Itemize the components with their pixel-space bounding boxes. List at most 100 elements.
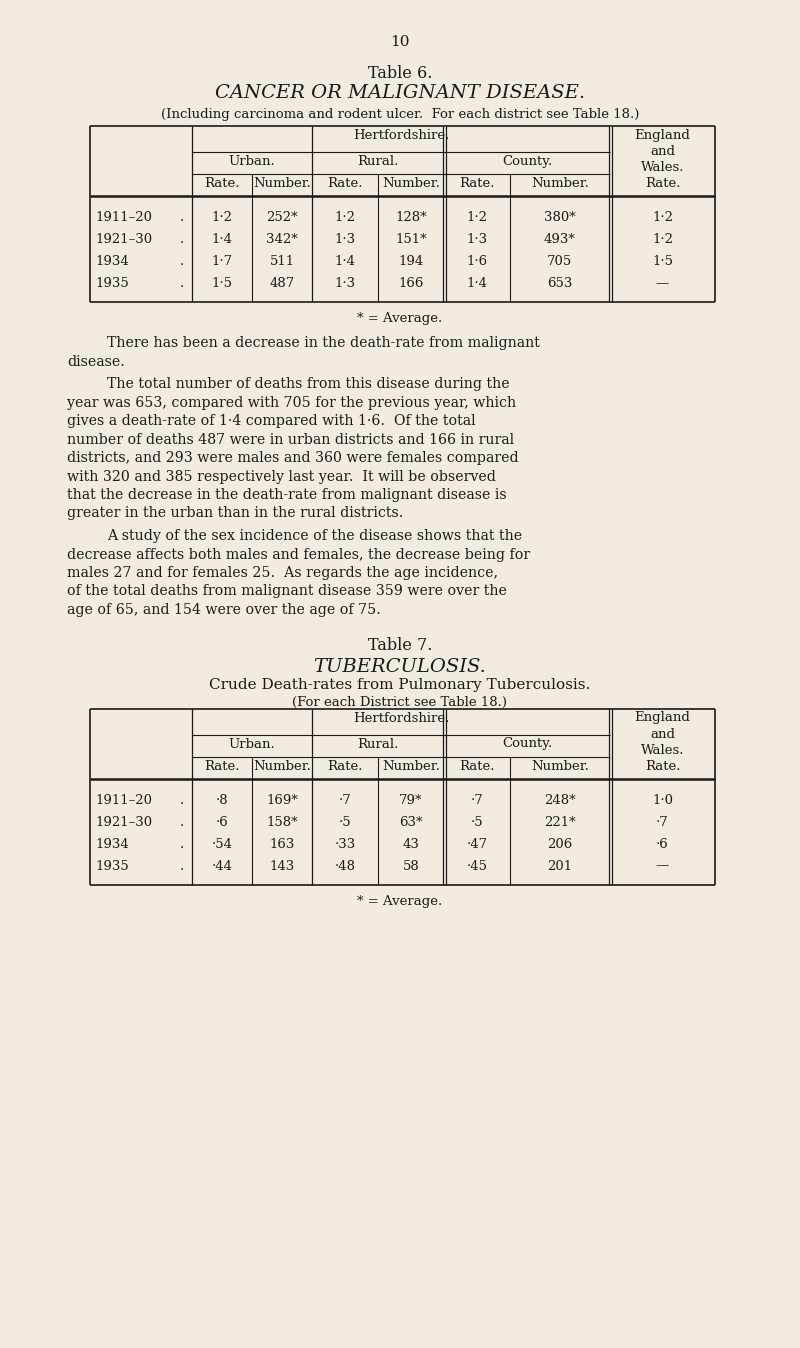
Text: 1921–30: 1921–30 (95, 233, 152, 245)
Text: Rate.: Rate. (327, 759, 362, 772)
Text: County.: County. (502, 737, 552, 751)
Text: 1·5: 1·5 (211, 276, 233, 290)
Text: Crude Death-rates from Pulmonary Tuberculosis.: Crude Death-rates from Pulmonary Tubercu… (210, 678, 590, 692)
Text: Rural.: Rural. (358, 737, 398, 751)
Text: ·5: ·5 (470, 816, 483, 829)
Text: ·54: ·54 (211, 837, 233, 851)
Text: 1·2: 1·2 (652, 233, 673, 245)
Text: Hertfordshire.: Hertfordshire. (353, 129, 449, 142)
Text: 1·7: 1·7 (211, 255, 233, 268)
Text: 79*: 79* (399, 794, 422, 806)
Text: ·8: ·8 (216, 794, 228, 806)
Text: 1·6: 1·6 (466, 255, 487, 268)
Text: ·48: ·48 (334, 860, 355, 872)
Text: 1·2: 1·2 (652, 212, 673, 224)
Text: 1934: 1934 (95, 837, 129, 851)
Text: that the decrease in the death-rate from malignant disease is: that the decrease in the death-rate from… (67, 488, 506, 501)
Text: Rate.: Rate. (459, 177, 494, 190)
Text: males 27 and for females 25.  As regards the age incidence,: males 27 and for females 25. As regards … (67, 566, 498, 580)
Text: Rate.: Rate. (459, 759, 494, 772)
Text: 1·4: 1·4 (211, 233, 233, 245)
Text: (For each District see Table 18.): (For each District see Table 18.) (293, 696, 507, 709)
Text: Number.: Number. (531, 177, 589, 190)
Text: 1·3: 1·3 (334, 276, 355, 290)
Text: * = Average.: * = Average. (358, 895, 442, 907)
Text: 252*: 252* (266, 212, 298, 224)
Text: 143: 143 (270, 860, 294, 872)
Text: CANCER OR MALIGNANT DISEASE.: CANCER OR MALIGNANT DISEASE. (215, 84, 585, 102)
Text: 63*: 63* (399, 816, 422, 829)
Text: 169*: 169* (266, 794, 298, 806)
Text: County.: County. (502, 155, 552, 168)
Text: 201: 201 (547, 860, 573, 872)
Text: England
and
Wales.: England and Wales. (634, 129, 690, 174)
Text: 1·4: 1·4 (466, 276, 487, 290)
Text: 342*: 342* (266, 233, 298, 245)
Text: Number.: Number. (382, 177, 440, 190)
Text: 10: 10 (390, 35, 410, 49)
Text: Hertfordshire.: Hertfordshire. (353, 712, 449, 724)
Text: ·7: ·7 (470, 794, 483, 806)
Text: 487: 487 (270, 276, 294, 290)
Text: 1·2: 1·2 (211, 212, 233, 224)
Text: .: . (180, 860, 184, 872)
Text: Rural.: Rural. (358, 155, 398, 168)
Text: .: . (180, 837, 184, 851)
Text: Urban.: Urban. (229, 155, 275, 168)
Text: 158*: 158* (266, 816, 298, 829)
Text: Number.: Number. (253, 759, 311, 772)
Text: ·7: ·7 (656, 816, 669, 829)
Text: 1·3: 1·3 (466, 233, 487, 245)
Text: .: . (180, 233, 184, 245)
Text: 58: 58 (402, 860, 419, 872)
Text: greater in the urban than in the rural districts.: greater in the urban than in the rural d… (67, 507, 403, 520)
Text: of the total deaths from malignant disease 359 were over the: of the total deaths from malignant disea… (67, 585, 507, 599)
Text: 166: 166 (398, 276, 424, 290)
Text: .: . (180, 794, 184, 806)
Text: ·44: ·44 (211, 860, 233, 872)
Text: Table 6.: Table 6. (368, 65, 432, 82)
Text: Urban.: Urban. (229, 737, 275, 751)
Text: 380*: 380* (544, 212, 576, 224)
Text: TUBERCULOSIS.: TUBERCULOSIS. (314, 658, 486, 675)
Text: 194: 194 (398, 255, 424, 268)
Text: 1911–20: 1911–20 (95, 794, 152, 806)
Text: 221*: 221* (544, 816, 576, 829)
Text: 128*: 128* (395, 212, 427, 224)
Text: Number.: Number. (531, 759, 589, 772)
Text: 163: 163 (270, 837, 294, 851)
Text: Number.: Number. (382, 759, 440, 772)
Text: .: . (180, 255, 184, 268)
Text: ·47: ·47 (466, 837, 487, 851)
Text: The total number of deaths from this disease during the: The total number of deaths from this dis… (107, 377, 510, 391)
Text: —: — (656, 276, 669, 290)
Text: ·45: ·45 (466, 860, 487, 872)
Text: England
and
Wales.: England and Wales. (634, 712, 690, 756)
Text: gives a death-rate of 1·4 compared with 1·6.  Of the total: gives a death-rate of 1·4 compared with … (67, 414, 476, 429)
Text: There has been a decrease in the death-rate from malignant: There has been a decrease in the death-r… (107, 336, 540, 350)
Text: ·6: ·6 (656, 837, 669, 851)
Text: 1·4: 1·4 (334, 255, 355, 268)
Text: 1935: 1935 (95, 276, 129, 290)
Text: 43: 43 (402, 837, 419, 851)
Text: 1·5: 1·5 (652, 255, 673, 268)
Text: with 320 and 385 respectively last year.  It will be observed: with 320 and 385 respectively last year.… (67, 469, 496, 484)
Text: ·7: ·7 (338, 794, 351, 806)
Text: 206: 206 (547, 837, 573, 851)
Text: Number.: Number. (253, 177, 311, 190)
Text: A study of the sex incidence of the disease shows that the: A study of the sex incidence of the dise… (107, 528, 522, 543)
Text: 705: 705 (547, 255, 573, 268)
Text: * = Average.: * = Average. (358, 311, 442, 325)
Text: 653: 653 (547, 276, 573, 290)
Text: number of deaths 487 were in urban districts and 166 in rural: number of deaths 487 were in urban distr… (67, 433, 514, 446)
Text: Table 7.: Table 7. (368, 638, 432, 655)
Text: .: . (180, 276, 184, 290)
Text: 1·2: 1·2 (334, 212, 355, 224)
Text: Rate.: Rate. (204, 759, 240, 772)
Text: 1921–30: 1921–30 (95, 816, 152, 829)
Text: 248*: 248* (544, 794, 576, 806)
Text: 493*: 493* (544, 233, 576, 245)
Text: 1·2: 1·2 (466, 212, 487, 224)
Text: 1·3: 1·3 (334, 233, 355, 245)
Text: 1934: 1934 (95, 255, 129, 268)
